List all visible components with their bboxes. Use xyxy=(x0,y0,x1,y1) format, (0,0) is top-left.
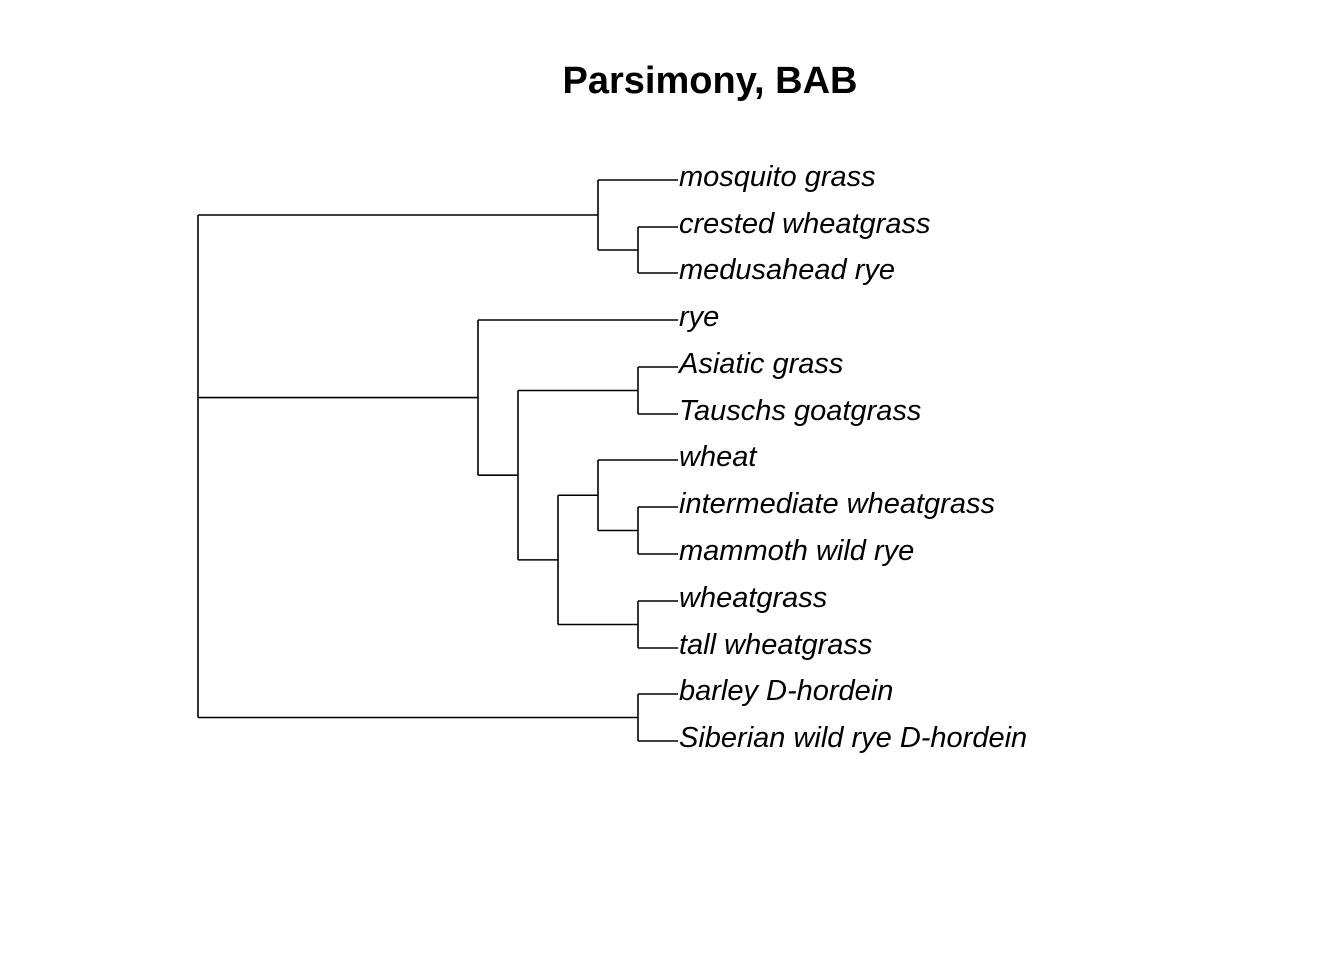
tip-label: mammoth wild rye xyxy=(679,535,914,567)
tip-labels: mosquito grass crested wheatgrass medusahe… xyxy=(677,161,1027,754)
tip-label: mosquito grass xyxy=(679,161,876,193)
tip-label: wheat xyxy=(679,441,758,473)
tree-edges xyxy=(197,179,678,742)
tip-label: intermediate wheatgrass xyxy=(679,488,995,520)
tip-label: rye xyxy=(679,301,719,333)
tip-label: Asiatic grass xyxy=(677,348,843,380)
figure-title: Parsimony, BAB xyxy=(563,60,858,102)
tip-label: barley D-hordein xyxy=(679,675,893,707)
tip-label: Siberian wild rye D-hordein xyxy=(679,722,1027,754)
tip-label: Tauschs goatgrass xyxy=(679,395,921,427)
tip-label: crested wheatgrass xyxy=(679,208,930,240)
tip-label: wheatgrass xyxy=(679,582,827,614)
tip-label: medusahead rye xyxy=(679,254,895,286)
tip-label: tall wheatgrass xyxy=(679,629,872,661)
